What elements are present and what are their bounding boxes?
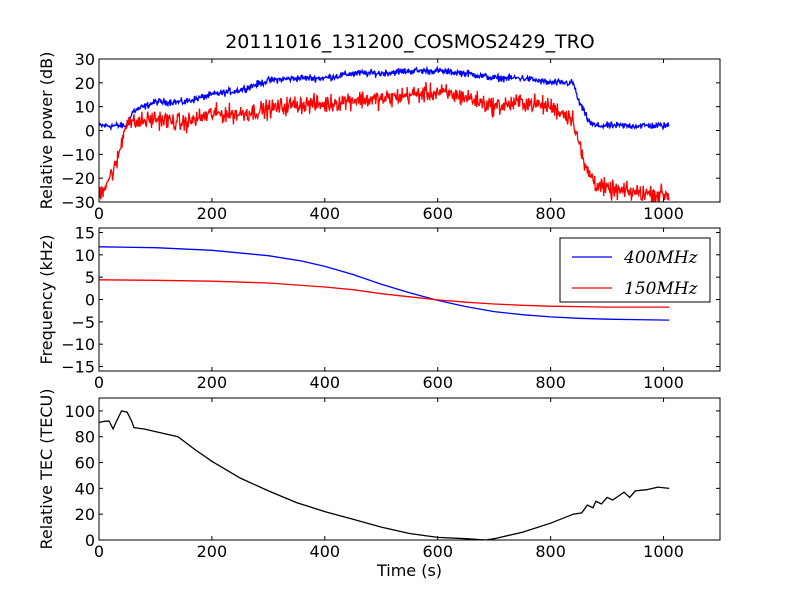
- frequency-ylabel: Frequency (kHz): [37, 235, 56, 365]
- tec-xtick-label-4: 800: [535, 542, 566, 561]
- power-axes-frame: [98, 58, 721, 203]
- power-panel: 0 200 400 600 800 1000 −30 −20 −10 0 10 20 30 Relativ…: [37, 50, 721, 223]
- frequency-ytick-label-6: 15: [75, 223, 95, 242]
- frequency-ytick-label-2: −5: [71, 313, 95, 332]
- tec-xtick-label-2: 400: [310, 542, 341, 561]
- tec-xtick-label-1: 200: [197, 542, 228, 561]
- chart-title: 20111016_131200_COSMOS2429_TRO: [225, 31, 595, 53]
- frequency-xtick-label-5: 1000: [643, 373, 684, 392]
- power-ytick-label-0: −30: [61, 193, 95, 212]
- power-xtick-label-1: 200: [197, 204, 228, 223]
- tec-ytick-label-3: 60: [75, 454, 95, 473]
- power-ytick-label-1: −20: [61, 169, 95, 188]
- tec-ylabel: Relative TEC (TECU): [37, 389, 56, 550]
- frequency-ytick-label-4: 5: [85, 268, 95, 287]
- tec-axes-frame: [98, 397, 721, 541]
- power-xtick-label-5: 1000: [643, 204, 684, 223]
- legend-label-1: 150MHz: [624, 279, 699, 299]
- frequency-xtick-label-4: 800: [535, 373, 566, 392]
- legend-label-0: 400MHz: [623, 248, 699, 268]
- power-xtick-label-3: 600: [422, 204, 453, 223]
- power-ytick-label-3: 0: [85, 122, 95, 141]
- frequency-ytick-label-0: −15: [61, 358, 95, 377]
- tec-ytick-label-4: 80: [75, 428, 95, 447]
- frequency-series-0-line: [99, 246, 670, 321]
- power-ytick-label-4: 10: [75, 98, 95, 117]
- power-series-0-line: [99, 65, 670, 132]
- frequency-xtick-label-2: 400: [310, 373, 341, 392]
- power-xtick-label-0: 0: [94, 204, 104, 223]
- power-ytick-label-5: 20: [75, 74, 95, 93]
- power-ytick-label-6: 30: [75, 50, 95, 69]
- frequency-ytick-label-5: 10: [75, 246, 95, 265]
- power-xtick-label-2: 400: [310, 204, 341, 223]
- tec-panel: 0 200 400 600 800 1000 0 20 40 60 80 100 Relative TE…: [37, 389, 721, 580]
- frequency-xtick-label-3: 600: [422, 373, 453, 392]
- tec-ytick-label-5: 100: [64, 402, 95, 421]
- tec-xtick-label-5: 1000: [643, 542, 684, 561]
- frequency-xtick-label-1: 200: [197, 373, 228, 392]
- power-xtick-label-4: 800: [535, 204, 566, 223]
- tec-xtick-label-3: 600: [422, 542, 453, 561]
- frequency-xtick-label-0: 0: [94, 373, 104, 392]
- legend: 400MHz 150MHz: [559, 237, 711, 303]
- tec-xtick-label-0: 0: [94, 542, 104, 561]
- tec-ytick-label-2: 40: [75, 479, 95, 498]
- frequency-ytick-label-1: −10: [61, 335, 95, 354]
- tec-xlabel: Time (s): [376, 561, 442, 580]
- tec-ytick-label-0: 0: [85, 531, 95, 550]
- frequency-panel: 0 200 400 600 800 1000 −15 −10 −5 0 5 10 15 Frequency…: [37, 223, 721, 392]
- legend-box: [559, 237, 711, 303]
- frequency-series-1-line: [99, 279, 670, 308]
- power-ylabel: Relative power (dB): [37, 52, 56, 210]
- power-series-1-line: [99, 81, 670, 202]
- power-ytick-label-2: −10: [61, 145, 95, 164]
- frequency-ytick-label-3: 0: [85, 291, 95, 310]
- tec-ytick-label-1: 20: [75, 505, 95, 524]
- tec-series-0-line: [99, 410, 670, 540]
